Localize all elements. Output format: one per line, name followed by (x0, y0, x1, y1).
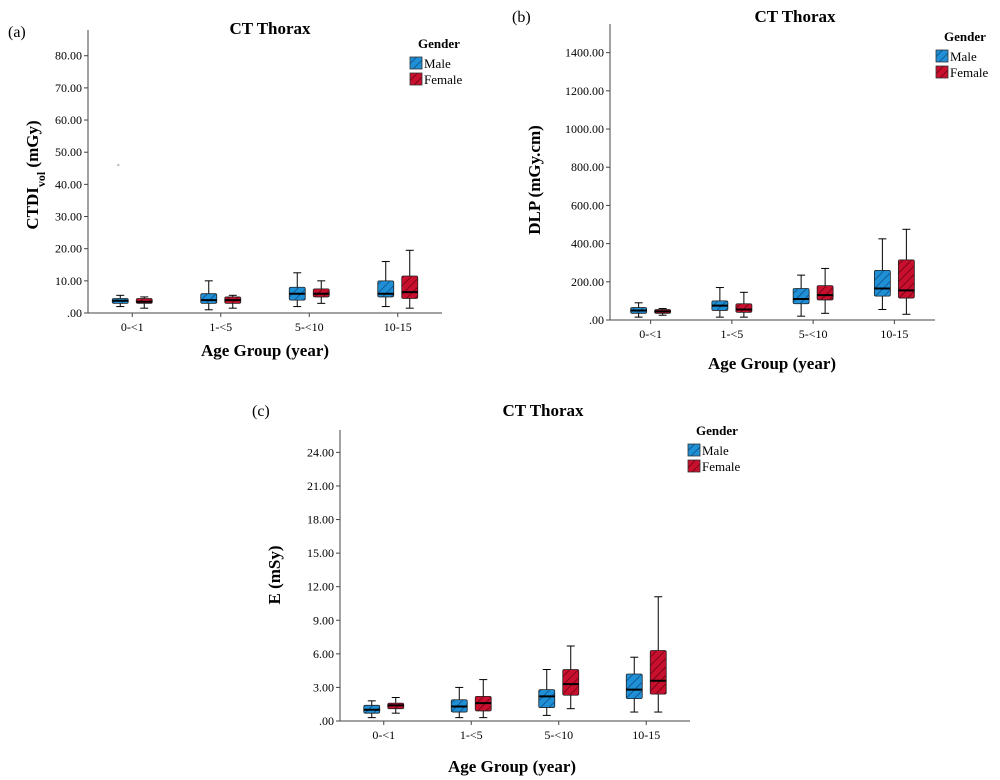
panel-a-ylabel-rest: (mGy) (23, 120, 42, 171)
y-tick-label: 10.00 (55, 274, 82, 288)
x-tick-label: 10-15 (632, 728, 660, 742)
y-tick-label: 400.00 (571, 237, 604, 251)
legend-c-female-swatch (687, 459, 701, 473)
x-tick-label: 0-<1 (121, 320, 144, 334)
y-tick-label: 50.00 (55, 145, 82, 159)
panel-b: (b) CT Thorax .00 200.00 400.00 600.00 800.0… (512, 7, 988, 373)
x-tick-label: 5-<10 (544, 728, 573, 742)
y-tick-label: 800.00 (571, 160, 604, 174)
box-female (897, 259, 915, 299)
panel-a-ylabel: CTDIvol (mGy) (23, 120, 48, 229)
panel-c-xlabel: Age Group (year) (448, 757, 576, 776)
x-tick-label: 1-<5 (720, 327, 743, 341)
y-tick-label: .00 (589, 313, 604, 327)
x-tick-label: 0-<1 (639, 327, 662, 341)
panel-c-ylabel-main: E (mSy) (265, 545, 284, 604)
panel-a-xlabel: Age Group (year) (201, 341, 329, 360)
panel-b-ylabel-main: DLP (mGy.cm) (525, 125, 544, 235)
legend-c-female-label: Female (702, 459, 740, 474)
panel-b-plot: .00 200.00 400.00 600.00 800.00 1000.00 1200.0… (565, 24, 935, 341)
panel-a-legend: Gender Male Female (409, 36, 462, 87)
panel-c-plot: .00 3.00 6.00 9.00 12.00 15.00 18.00 21.00 24.00… (307, 430, 690, 742)
panel-a-plot: .00 10.00 20.00 30.00 40.00 50.00 60.00 70.00 80… (55, 30, 442, 334)
box-female (649, 650, 667, 695)
legend-b-female-swatch (935, 65, 949, 79)
box-female (816, 285, 834, 301)
panel-c-ylabel: E (mSy) (265, 545, 284, 604)
y-tick-label: 9.00 (313, 613, 334, 627)
box-female (735, 303, 753, 313)
panel-b-title: CT Thorax (754, 7, 836, 26)
y-tick-label: 70.00 (55, 81, 82, 95)
panel-c: (c) CT Thorax .00 3.00 6.00 9.00 12.00 15.00 1… (252, 401, 740, 776)
panel-a: (a) CT Thorax .00 10.00 20.00 30.00 40.00 50.… (8, 19, 462, 360)
y-tick-label: 18.00 (307, 513, 334, 527)
outlier-point (117, 163, 120, 167)
box-male (873, 269, 891, 297)
x-tick-label: 5-<10 (799, 327, 828, 341)
x-tick-label: 10-15 (384, 320, 412, 334)
legend-a-female-label: Female (424, 72, 462, 87)
panel-a-ylabel-main: CTDI (23, 187, 42, 230)
y-tick-label: .00 (67, 306, 82, 320)
legend-c-male-swatch (687, 443, 701, 457)
x-tick-label: 1-<5 (460, 728, 483, 742)
legend-c-male-label: Male (702, 443, 729, 458)
panel-a-ylabel-sub: vol (34, 171, 48, 187)
box-male (625, 673, 643, 700)
legend-a-female-swatch (409, 72, 423, 86)
legend-a-male-swatch (409, 56, 423, 70)
y-tick-label: 24.00 (307, 445, 334, 459)
x-tick-label: 0-<1 (372, 728, 395, 742)
y-tick-label: .00 (319, 714, 334, 728)
legend-c-title: Gender (696, 423, 738, 438)
y-tick-label: 15.00 (307, 546, 334, 560)
y-tick-label: 80.00 (55, 49, 82, 63)
y-tick-label: 200.00 (571, 275, 604, 289)
y-tick-label: 3.00 (313, 680, 334, 694)
box-male (538, 689, 556, 708)
panel-b-legend: Gender Male Female (935, 29, 988, 80)
y-tick-label: 1400.00 (565, 46, 604, 60)
x-tick-label: 1-<5 (209, 320, 232, 334)
y-tick-label: 1000.00 (565, 122, 604, 136)
panel-a-title: CT Thorax (229, 19, 311, 38)
y-tick-label: 30.00 (55, 210, 82, 224)
legend-b-male-label: Male (950, 49, 977, 64)
panel-letter-b: (b) (512, 9, 531, 26)
legend-b-male-swatch (935, 49, 949, 63)
y-tick-label: 12.00 (307, 580, 334, 594)
panel-c-legend: Gender Male Female (687, 423, 740, 474)
x-tick-label: 5-<10 (295, 320, 324, 334)
box-male (792, 288, 810, 305)
box-male (200, 293, 218, 304)
box-female (401, 275, 419, 299)
y-tick-label: 60.00 (55, 113, 82, 127)
y-tick-label: 20.00 (55, 242, 82, 256)
legend-a-male-label: Male (424, 56, 451, 71)
y-tick-label: 6.00 (313, 647, 334, 661)
y-tick-label: 40.00 (55, 177, 82, 191)
y-tick-label: 21.00 (307, 479, 334, 493)
legend-b-title: Gender (944, 29, 986, 44)
y-tick-label: 1200.00 (565, 84, 604, 98)
x-tick-label: 10-15 (880, 327, 908, 341)
panel-c-title: CT Thorax (502, 401, 584, 420)
panel-b-xlabel: Age Group (year) (708, 354, 836, 373)
box-female (562, 669, 580, 696)
legend-b-female-label: Female (950, 65, 988, 80)
panel-b-ylabel: DLP (mGy.cm) (525, 125, 544, 235)
panel-letter-c: (c) (252, 403, 270, 420)
panel-letter-a: (a) (8, 24, 26, 41)
legend-a-title: Gender (418, 36, 460, 51)
y-tick-label: 600.00 (571, 198, 604, 212)
